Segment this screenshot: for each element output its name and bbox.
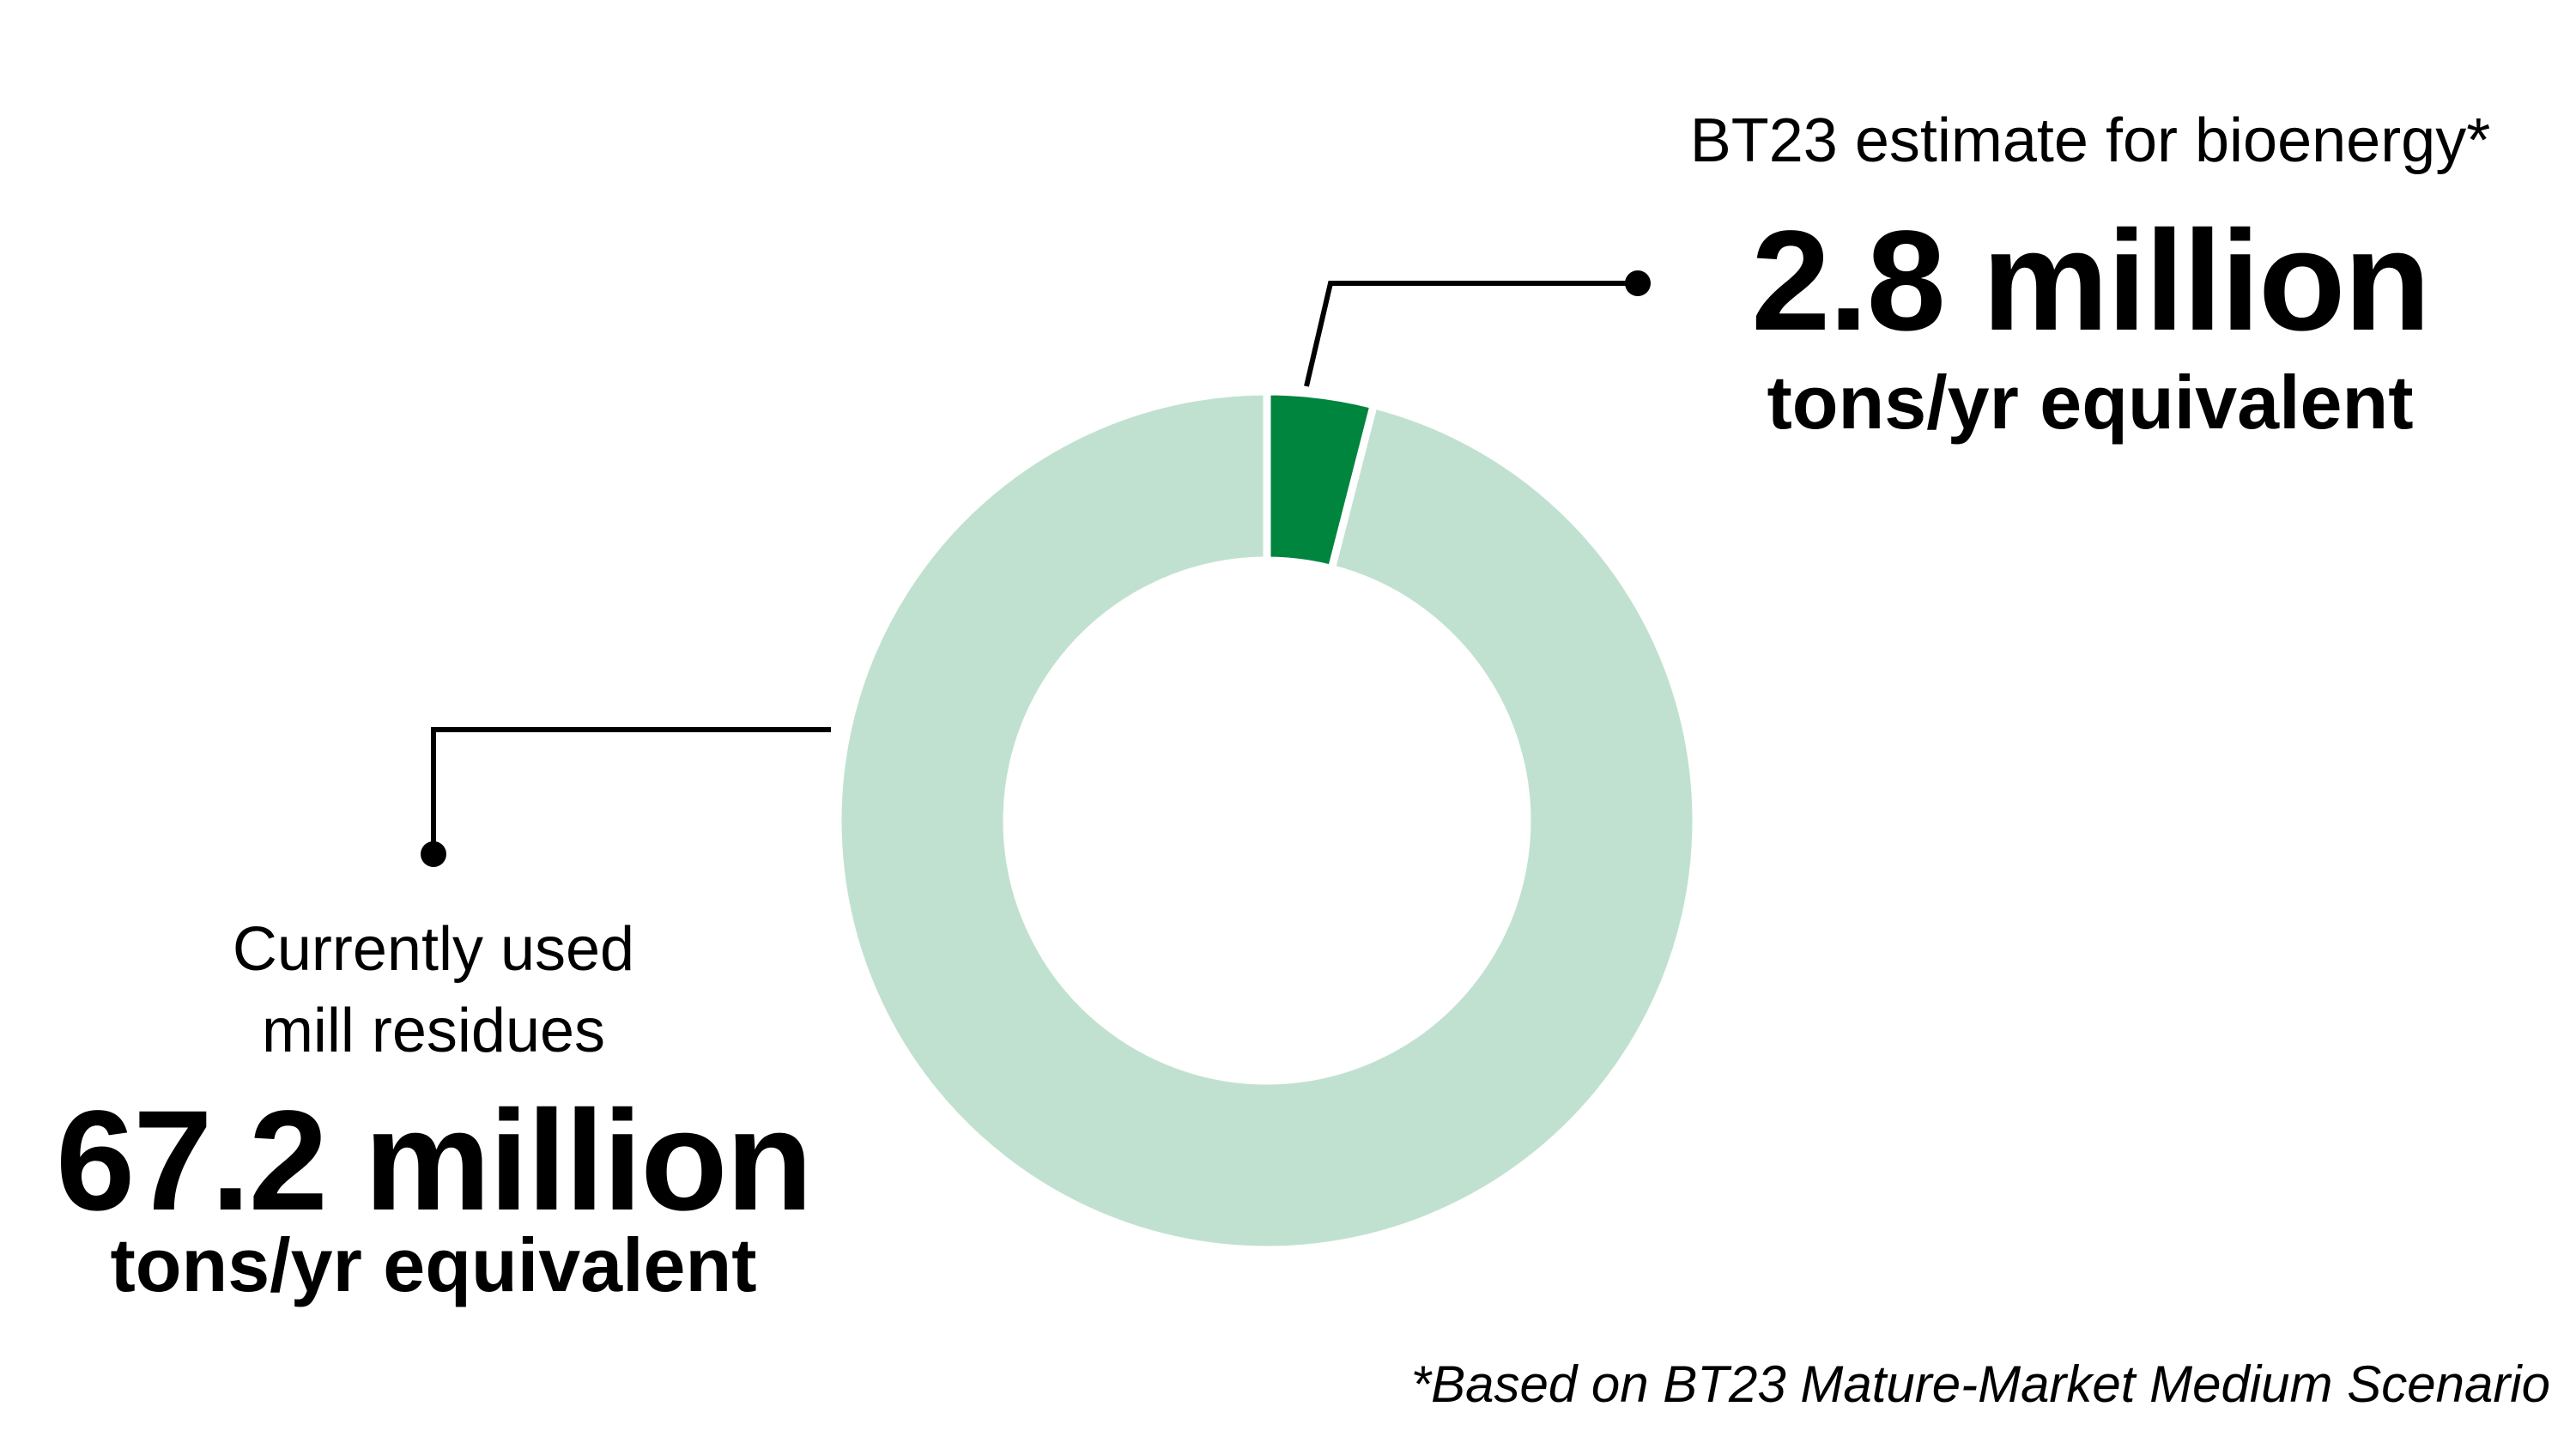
- bioenergy-leader-line: [1304, 281, 1638, 387]
- bioenergy-value-label: 2.8 million: [1751, 202, 2431, 361]
- bioenergy-unit-label: tons/yr equivalent: [1767, 360, 2414, 445]
- mill-value-label: 67.2 million: [55, 1082, 813, 1240]
- leader-lines: [421, 270, 1651, 867]
- mill-leader-line: [431, 727, 831, 854]
- mill-caption-line-1: Currently used: [232, 915, 635, 984]
- donut-slices: [833, 387, 1700, 1254]
- mill-unit-label: tons/yr equivalent: [110, 1222, 757, 1307]
- mill-leader-dot: [421, 841, 446, 867]
- bioenergy-caption: BT23 estimate for bioenergy*: [1689, 106, 2491, 175]
- mill-caption-line-2: mill residues: [261, 997, 606, 1065]
- bioenergy-leader-dot: [1625, 270, 1651, 296]
- donut-slice-mill: [833, 387, 1700, 1254]
- footnote: *Based on BT23 Mature-Market Medium Scen…: [1410, 1355, 2550, 1413]
